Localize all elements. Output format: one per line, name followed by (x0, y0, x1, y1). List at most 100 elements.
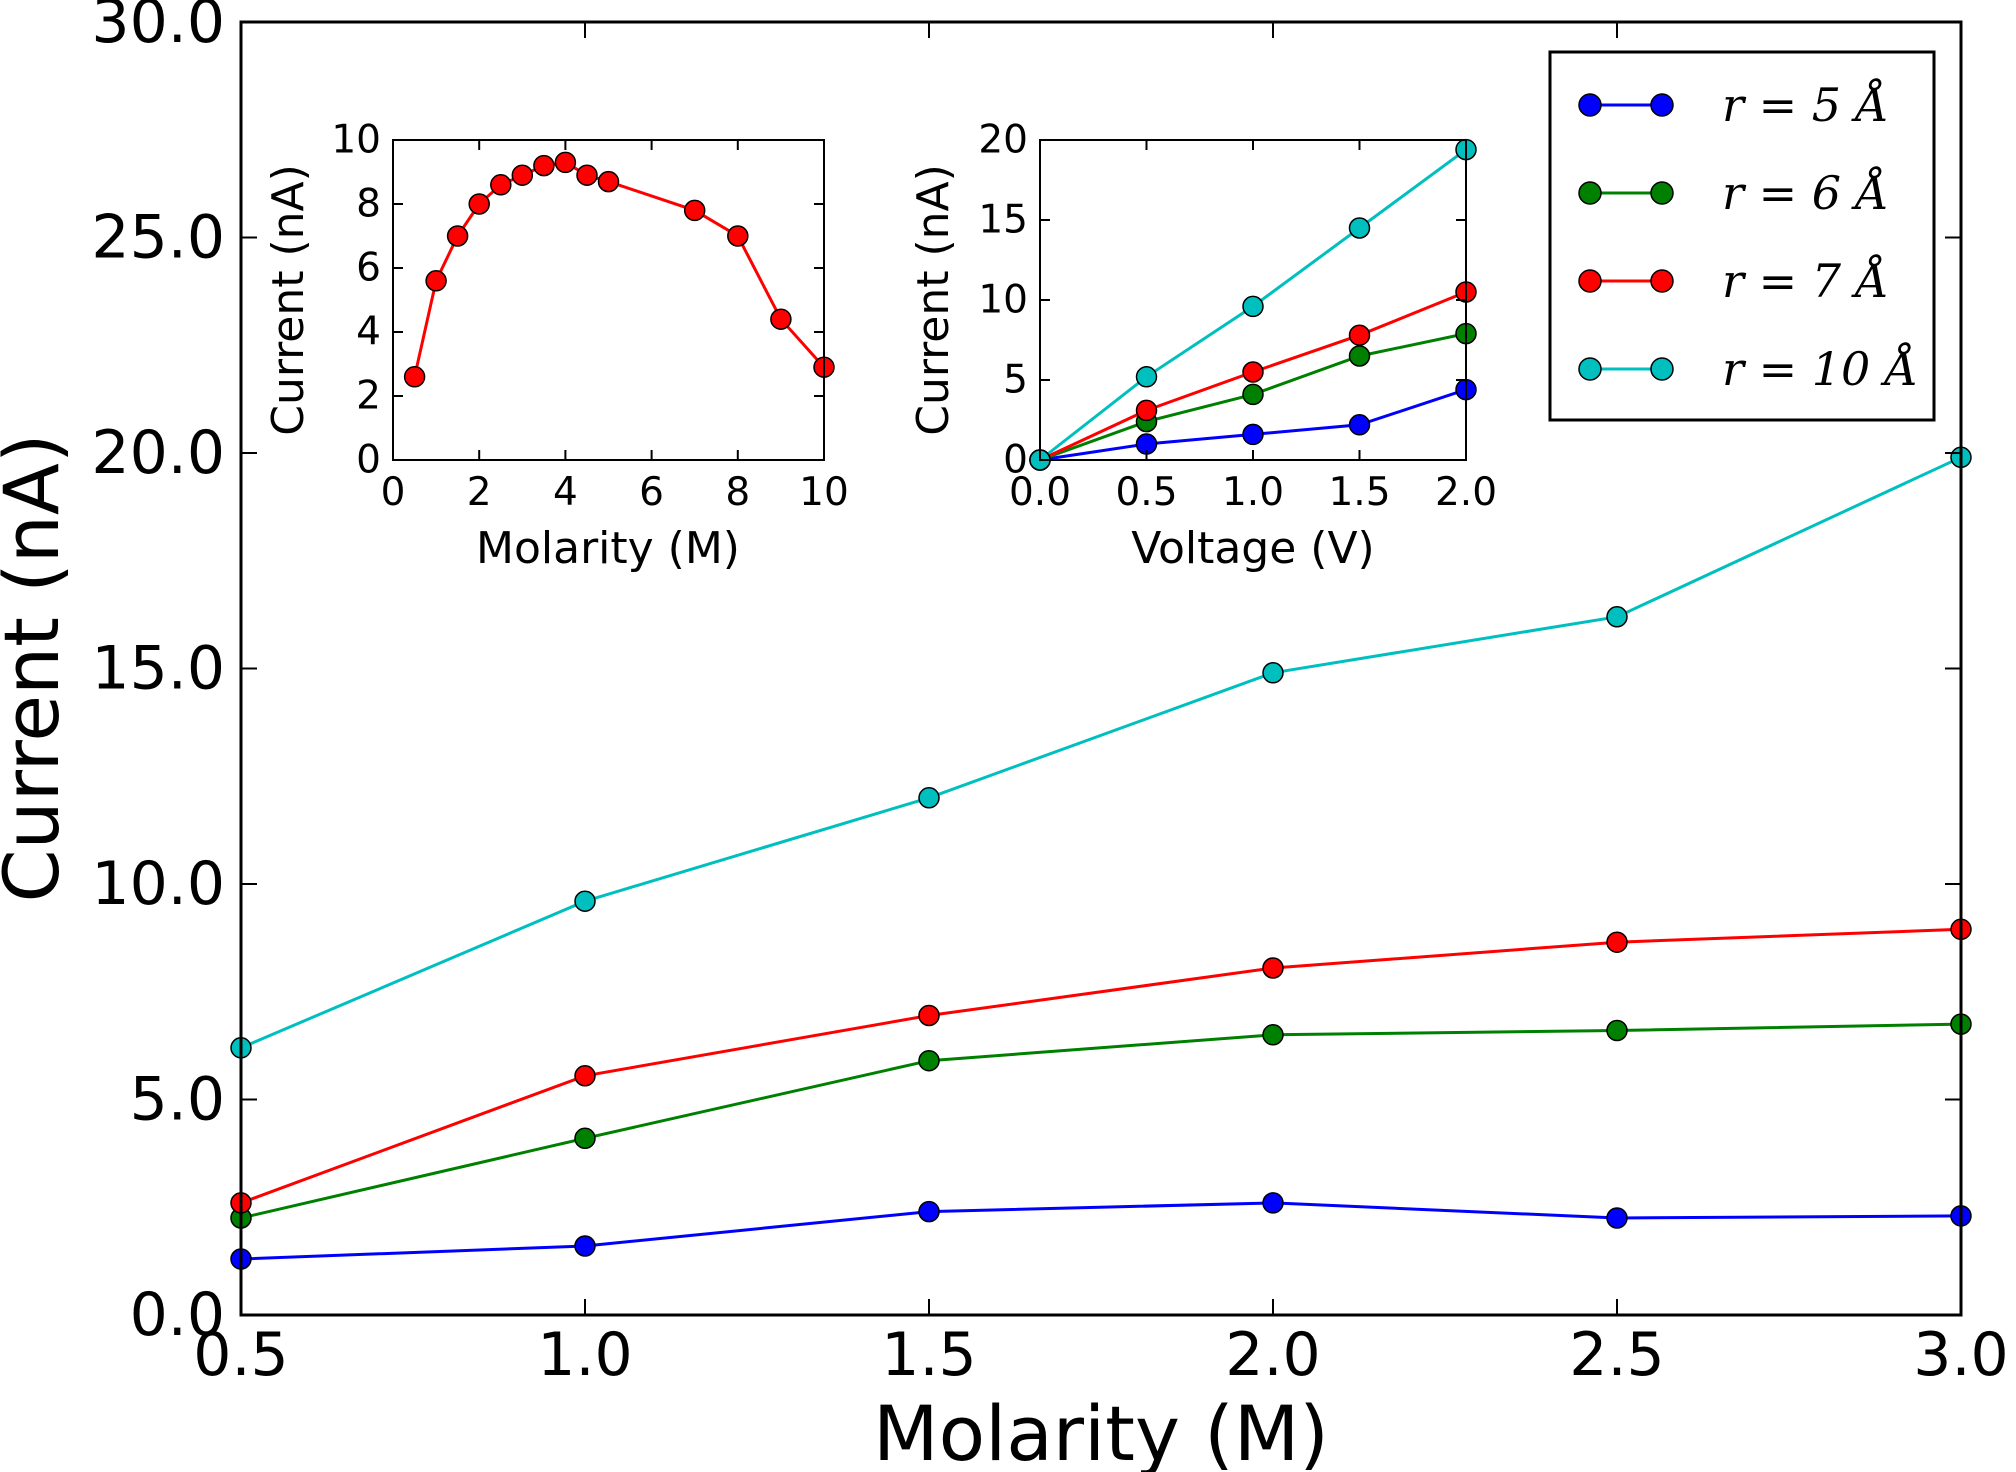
main-series-3-point (574, 890, 596, 912)
main-x-tick-label: 2.0 (1225, 1320, 1320, 1390)
inset-molarity-series-0-point (425, 270, 447, 292)
inset-molarity-series-0-point (770, 308, 792, 330)
main-series-2-point (574, 1065, 596, 1087)
main-y-tick-label: 30.0 (91, 0, 225, 57)
inset-voltage-series-3-point (1135, 366, 1158, 388)
inset-molarity-background (393, 140, 824, 460)
inset-voltage-series-3-point (1242, 295, 1264, 318)
main-series-0-line (240, 1201, 1962, 1261)
legend-marker (1650, 357, 1674, 381)
inset-voltage-x-tick-label: 1.0 (1222, 470, 1284, 515)
main-series-3-point (1262, 662, 1284, 684)
inset-voltage-ticks: 0.0 0.5 1.0 1.5 2.0 0 5 10 15 20 (978, 118, 1497, 516)
main-y-tick-label: 10.0 (91, 849, 225, 919)
main-series-2-line (240, 927, 1962, 1205)
inset-voltage-y-axis-label: Current (nA) (908, 164, 959, 436)
inset-molarity-y-tick-label: 4 (356, 310, 381, 355)
inset-voltage-x-tick-label: 2.0 (1435, 470, 1497, 515)
legend-marker (1578, 93, 1602, 117)
inset-molarity-series-0-point (511, 164, 534, 186)
inset-voltage-y-tick-label: 5 (1003, 358, 1028, 403)
main-series-1-point (918, 1049, 940, 1072)
main-x-tick-label: 2.5 (1569, 1320, 1664, 1390)
inset-voltage-plot: 0.0 0.5 1.0 1.5 2.0 0 5 10 15 20 Voltage (V) Curr… (908, 118, 1497, 575)
main-x-axis-label: Molarity (M) (873, 1389, 1329, 1472)
legend-marker (1578, 357, 1602, 381)
legend-frame (1548, 50, 1936, 422)
inset-molarity-series-0-point (403, 366, 426, 388)
inset-molarity-series-0-point (683, 199, 706, 222)
main-y-tick-label: 0.0 (130, 1280, 225, 1350)
inset-voltage-x-tick-label: 0.5 (1115, 470, 1177, 515)
inset-molarity-y-tick-label: 6 (356, 246, 381, 291)
inset-voltage-x-axis-label: Voltage (V) (1131, 523, 1374, 574)
inset-molarity-series-0-point (576, 164, 598, 186)
main-series-3-point (1606, 606, 1628, 628)
main-ticks: 0.5 1.0 1.5 2.0 2.5 3.0 0.0 5.0 10.0 15.0 20.0 25.0… (91, 0, 2008, 1390)
main-x-tick-label: 0.5 (193, 1320, 288, 1390)
main-series-1-point (574, 1127, 596, 1150)
legend-marker (1578, 181, 1602, 205)
inset-molarity-series-0-point (533, 154, 555, 177)
inset-voltage-y-tick-label: 20 (978, 118, 1028, 163)
inset-voltage-series-2-point (1242, 361, 1264, 383)
inset-voltage-marks (1029, 138, 1477, 471)
inset-molarity-marks (403, 151, 835, 388)
main-series-2-point (918, 1004, 940, 1027)
main-y-tick-label: 20.0 (91, 418, 225, 488)
main-marks (230, 446, 1972, 1270)
main-y-tick-label: 15.0 (91, 634, 225, 704)
main-series-3-line (240, 455, 1962, 1050)
inset-voltage-y-tick-label: 15 (978, 198, 1028, 243)
main-series-1-point (1606, 1019, 1628, 1042)
inset-molarity-series-0-point (490, 174, 512, 196)
inset-molarity-series-0-point (468, 193, 490, 215)
main-series-0-point (1262, 1192, 1284, 1214)
inset-molarity-series-0-point (597, 170, 620, 193)
legend-marker (1650, 181, 1674, 205)
inset-molarity-x-tick-label: 6 (639, 470, 664, 515)
main-y-tick-label: 25.0 (91, 203, 225, 273)
legend-items: r = 5 Å r = 6 Å r = 7 Å r = 10 Å (1578, 77, 1918, 396)
main-x-tick-label: 1.0 (537, 1320, 632, 1390)
main-series-1-line (240, 1022, 1962, 1220)
main-series-0-point (918, 1200, 940, 1223)
legend-label: r = 10 Å (1722, 341, 1918, 396)
inset-voltage-series-1-point (1242, 383, 1264, 406)
inset-voltage-series-0-point (1242, 423, 1264, 446)
legend-label: r = 5 Å (1722, 77, 1889, 132)
inset-molarity-series-0-point (727, 225, 749, 247)
main-series-3-point (918, 787, 940, 809)
inset-molarity-y-tick-label: 8 (356, 182, 381, 227)
inset-voltage-series-3-point (1348, 217, 1371, 239)
main-series-1-point (1262, 1024, 1284, 1046)
inset-molarity-x-tick-label: 10 (799, 470, 849, 515)
inset-voltage-x-tick-label: 1.5 (1328, 470, 1390, 515)
main-series-0-point (1606, 1207, 1628, 1229)
inset-molarity-x-axis-label: Molarity (M) (476, 523, 740, 574)
inset-molarity-plot: 0 2 4 6 8 10 0 2 4 6 8 10 Molarity (M) Current (nA) (263, 118, 849, 575)
inset-molarity-series-0-point (554, 151, 577, 174)
main-x-tick-label: 3.0 (1913, 1320, 2008, 1390)
main-series-2-point (1606, 931, 1628, 953)
inset-molarity-series-0-point (446, 225, 469, 247)
inset-molarity-x-tick-label: 2 (467, 470, 492, 515)
inset-molarity-y-axis-label: Current (nA) (263, 164, 314, 436)
inset-voltage-series-2-point (1348, 324, 1371, 346)
main-y-tick-label: 5.0 (130, 1065, 225, 1135)
main-series-2-point (1262, 957, 1284, 979)
legend-label: r = 6 Å (1722, 165, 1889, 220)
inset-voltage-y-tick-label: 10 (978, 278, 1028, 323)
inset-molarity-y-tick-label: 0 (356, 438, 381, 483)
inset-voltage-series-2-point (1135, 399, 1158, 422)
inset-molarity-ticks: 0 2 4 6 8 10 0 2 4 6 8 10 (331, 118, 848, 516)
legend-marker (1650, 93, 1674, 117)
inset-voltage-series-0-point (1348, 414, 1371, 436)
inset-molarity-x-tick-label: 0 (381, 470, 406, 515)
main-x-tick-label: 1.5 (881, 1320, 976, 1390)
legend: r = 5 Å r = 6 Å r = 7 Å r = 10 Å (1548, 50, 1936, 422)
main-series-0-point (574, 1235, 596, 1257)
inset-molarity-frame (392, 139, 825, 461)
